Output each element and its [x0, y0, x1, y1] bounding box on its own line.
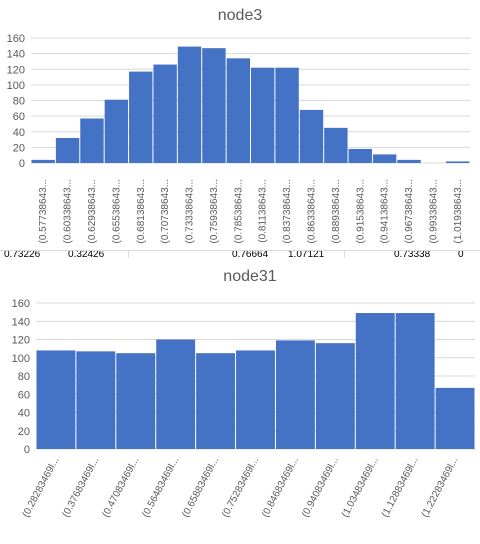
bar	[446, 161, 470, 163]
x-tick-label: (1.22283469l...	[420, 455, 461, 519]
x-tick-label: (0.37683469l...	[60, 455, 101, 519]
bar	[275, 340, 315, 449]
x-tick-label: (1.03483469l...	[340, 455, 381, 519]
bar	[104, 99, 129, 163]
bar	[315, 343, 355, 449]
bar	[202, 48, 226, 163]
x-tick-label: (0.88938643...	[331, 179, 342, 244]
y-tick-label: 60	[18, 389, 30, 401]
x-tick-label: (0.96738643...	[404, 179, 415, 244]
y-tick-label: 20	[18, 426, 30, 438]
x-tick-label: (0.94138643...	[380, 179, 391, 244]
bar	[397, 159, 421, 163]
bar	[435, 387, 475, 449]
bar	[355, 313, 395, 449]
x-tick-label: (0.62938643...	[87, 179, 98, 244]
x-tick-label: (0.70738643...	[160, 179, 171, 244]
y-tick-label: 120	[12, 335, 30, 347]
x-tick-label: (0.91538643...	[355, 179, 366, 244]
x-tick-label: (0.75938643...	[209, 179, 220, 244]
y-tick-label: 140	[12, 316, 30, 328]
x-tick-label: (0.57738643...	[38, 179, 49, 244]
x-tick-label: (0.47083469l...	[100, 455, 141, 519]
bar	[251, 67, 275, 163]
x-tick-label: (0.99338643...	[428, 179, 439, 244]
strip-cell: 0.73226	[4, 250, 41, 260]
bar	[372, 154, 397, 163]
x-tick-label: (0.78538643...	[233, 179, 244, 244]
x-tick-label: (1.01938643...	[453, 179, 464, 244]
y-tick-label: 120	[7, 64, 25, 76]
bar	[275, 67, 299, 163]
strip-cell: 0.32426	[68, 250, 105, 260]
y-tick-label: 60	[13, 111, 25, 123]
y-tick-label: 80	[13, 96, 25, 108]
y-tick-label: 100	[7, 80, 25, 92]
bar	[31, 159, 55, 163]
chart-title: node3	[218, 7, 263, 24]
y-tick-label: 20	[13, 142, 25, 154]
bar	[177, 46, 202, 163]
y-tick-label: 0	[19, 158, 25, 170]
y-tick-label: 0	[24, 444, 30, 456]
chart-node3: node3 0 20 40 60 80 100 120 140 160 (0.57738643...…	[0, 0, 480, 252]
bar	[395, 313, 435, 449]
x-tick-label: (0.65883469l...	[180, 455, 221, 519]
y-tick-label: 100	[12, 353, 30, 365]
x-tick-label: (0.65538643...	[111, 179, 122, 244]
x-tick-label: (0.73338643...	[185, 179, 196, 244]
bar	[324, 127, 348, 163]
y-tick-label: 40	[13, 127, 25, 139]
bar	[116, 353, 156, 449]
x-tick-label: (0.75283469l...	[220, 455, 261, 519]
y-tick-label: 140	[7, 49, 25, 61]
strip-cell: 1.07121	[288, 250, 325, 260]
bar	[196, 353, 236, 449]
x-tick-label: (0.28283469l...	[21, 455, 62, 519]
y-tick-label: 160	[7, 33, 25, 45]
strip-cell: 0.73338	[394, 250, 431, 260]
strip-cell: 0	[458, 250, 464, 260]
x-tick-label: (0.94083469l...	[300, 455, 341, 519]
bar	[236, 350, 275, 449]
y-tick-label: 40	[18, 408, 30, 420]
strip-cell: 0.76664	[232, 250, 269, 260]
strip-divider	[128, 251, 129, 261]
x-tick-label: (0.84683469l...	[260, 455, 301, 519]
x-tick-label: (0.86338643...	[306, 179, 317, 244]
bar	[129, 71, 153, 163]
bar	[348, 148, 372, 163]
y-tick-label: 80	[18, 371, 30, 383]
x-tick-label: (0.56483469l...	[140, 455, 181, 519]
chart-node31: node31 0 20 40 60 80 100 120 140 160 (0.28283469l.…	[0, 258, 480, 539]
chart-node31-svg: node31 0 20 40 60 80 100 120 140 160 (0.28283469l.…	[12, 268, 475, 519]
chart-node3-svg: node3 0 20 40 60 80 100 120 140 160 (0.57738643...…	[7, 7, 470, 244]
bar	[76, 351, 116, 449]
x-tick-label: (0.83738643...	[282, 179, 293, 244]
x-tick-label: (0.60338643...	[63, 179, 74, 244]
bar	[299, 109, 324, 163]
chart-title: node31	[223, 268, 276, 285]
bar	[156, 339, 196, 449]
x-tick-label: (1.12883469l...	[380, 455, 421, 519]
x-tick-label: (0.68138643...	[136, 179, 147, 244]
bar	[153, 64, 177, 163]
bar	[226, 58, 250, 163]
bar	[55, 138, 80, 163]
bar	[80, 118, 104, 163]
bar	[36, 350, 76, 449]
y-tick-label: 160	[12, 298, 30, 310]
strip-divider	[344, 251, 345, 261]
x-tick-label: (0.81138643...	[258, 179, 269, 243]
